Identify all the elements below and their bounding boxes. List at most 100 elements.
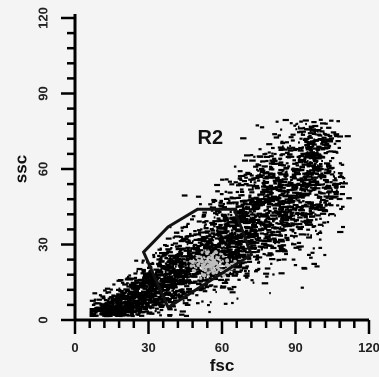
data-point [163,275,167,278]
data-point [288,136,294,139]
data-point [178,265,184,268]
data-point [255,239,262,242]
data-point [241,180,247,183]
data-point [333,192,339,195]
data-point [200,278,205,281]
data-point [224,224,230,227]
data-point [109,308,116,311]
data-point [132,310,137,313]
data-point [267,196,273,199]
data-point [316,214,321,217]
data-point [339,207,343,211]
data-point [153,285,157,288]
data-point [146,303,150,306]
data-point [280,189,286,192]
data-point [228,252,232,255]
data-point [160,265,165,268]
data-point [302,175,308,178]
data-point [164,298,171,301]
data-point [122,314,129,317]
data-point [335,151,339,154]
data-point [336,204,340,207]
data-point [287,149,294,152]
data-point [278,157,283,160]
data-point [184,264,187,267]
data-point [252,203,256,206]
data-point [317,164,319,167]
data-point [230,229,234,232]
data-point [142,296,148,299]
data-point [244,176,248,179]
data-point [268,253,272,256]
data-point [246,172,252,176]
data-point [154,284,159,287]
data-point [302,119,309,122]
data-point [278,234,283,237]
data-point [292,191,298,194]
data-point [326,150,329,154]
data-point [201,242,204,245]
data-point [164,277,168,280]
data-point [266,205,271,208]
data-point [254,270,258,273]
data-point [326,164,332,167]
data-point [317,130,319,133]
data-point [155,276,159,279]
data-point [147,305,152,308]
data-point [327,167,334,170]
data-point [306,128,312,131]
data-point [301,161,304,164]
data-point [267,201,272,204]
data-point [233,202,235,205]
data-point [305,122,307,126]
data-point [275,199,280,202]
data-point [154,302,161,305]
data-point [252,255,257,258]
data-point [148,298,152,301]
data-point [249,242,256,245]
x-tick-label: 120 [358,340,379,355]
data-point [265,218,268,221]
gate-label: R2 [198,127,224,149]
data-point [289,214,294,218]
data-point [313,180,320,183]
data-point [227,213,230,216]
data-point [304,156,307,159]
data-point [128,277,135,280]
data-point [211,247,218,250]
data-point [312,158,317,161]
data-point [331,189,333,192]
data-point [309,169,314,172]
data-point [284,171,288,174]
data-point [278,272,285,275]
data-point [256,168,258,171]
data-point [159,276,161,279]
data-point [249,229,255,232]
data-point [204,223,207,226]
data-point [114,300,117,303]
data-point [151,262,154,265]
data-point [319,206,326,209]
data-point [303,216,308,219]
data-point [302,220,309,223]
data-point [122,295,128,298]
data-point [210,229,216,232]
data-point [178,263,185,266]
data-point [296,191,299,194]
data-point [169,261,175,264]
data-point [229,291,236,294]
data-point [278,227,282,230]
data-point [171,286,176,289]
data-point [136,292,140,295]
data-point [307,219,314,222]
data-point [264,253,266,256]
data-point [240,242,243,246]
data-point [250,244,257,247]
density-point [207,255,211,259]
data-point [147,298,149,301]
data-point [185,224,188,227]
data-point [245,233,252,236]
data-point [287,201,294,204]
data-point [281,223,287,227]
data-point [168,265,174,268]
